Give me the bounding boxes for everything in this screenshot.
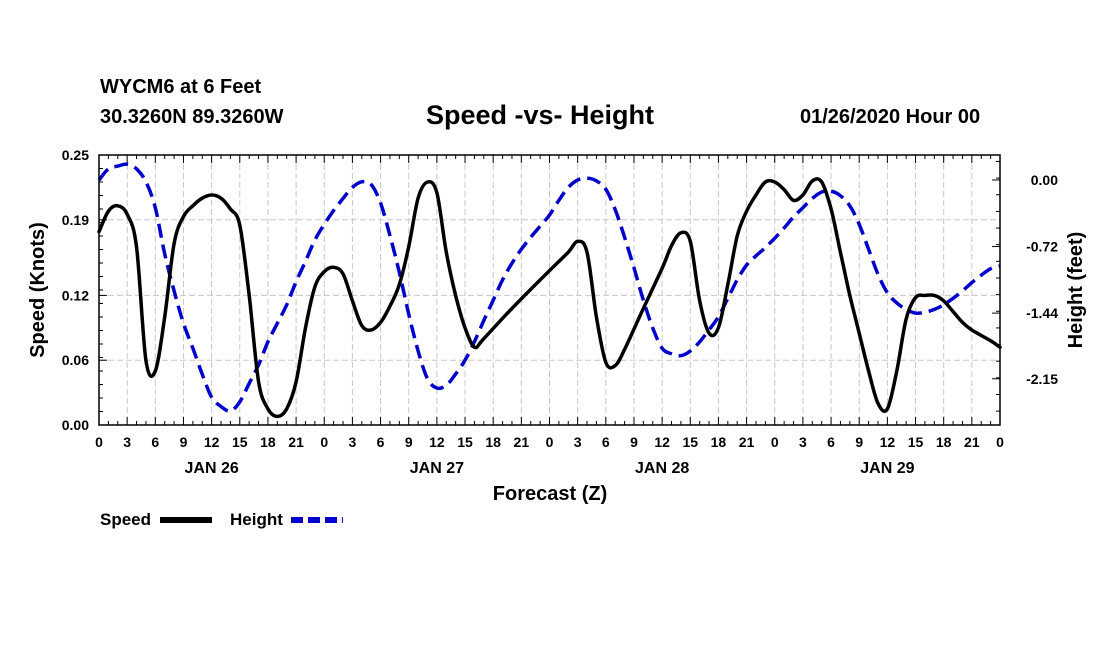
legend-speed-label: Speed — [100, 510, 151, 529]
x-tick-label: 12 — [204, 434, 220, 450]
series-speed-line — [97, 177, 1002, 419]
day-label: JAN 28 — [635, 460, 689, 477]
legend-height-label: Height — [230, 510, 283, 529]
x-tick-label: 9 — [630, 434, 638, 450]
y-axis-right-title: Height (feet) — [1065, 232, 1087, 349]
x-tick-label: 6 — [377, 434, 385, 450]
x-tick-label: 6 — [827, 434, 835, 450]
x-tick-label: 6 — [602, 434, 610, 450]
grid — [99, 155, 1000, 425]
x-tick-label: 0 — [320, 434, 328, 450]
x-tick-label: 21 — [964, 434, 980, 450]
x-tick-label: 9 — [855, 434, 863, 450]
y-left-tick-label: 0.19 — [62, 212, 89, 228]
y-left-tick-label: 0.06 — [62, 352, 89, 368]
tick-labels: 0 3 6 9 12 15 18 21 0 3 6 9 12 15 18 21 0 3 6 9 12 15 18 21 0 3 6 9… — [62, 147, 1058, 477]
x-tick-label: 21 — [288, 434, 304, 450]
day-label: JAN 26 — [185, 460, 239, 477]
x-tick-label: 0 — [771, 434, 779, 450]
day-label: JAN 27 — [410, 460, 464, 477]
y-left-tick-label: 0.00 — [62, 417, 89, 433]
chart-title: Speed -vs- Height — [426, 100, 655, 130]
station-label: WYCM6 at 6 Feet — [100, 76, 262, 98]
x-tick-label: 3 — [349, 434, 357, 450]
x-tick-label: 6 — [151, 434, 159, 450]
x-tick-label: 18 — [936, 434, 952, 450]
y-right-tick-label: -0.72 — [1026, 239, 1058, 255]
series-height-line — [97, 162, 1001, 413]
series-layer — [97, 162, 1002, 419]
x-tick-label: 3 — [123, 434, 131, 450]
x-tick-label: 0 — [95, 434, 103, 450]
x-tick-label: 0 — [546, 434, 554, 450]
x-tick-label: 21 — [514, 434, 530, 450]
x-axis-title: Forecast (Z) — [493, 483, 607, 505]
y-left-tick-label: 0.12 — [62, 287, 89, 303]
x-tick-label: 18 — [260, 434, 276, 450]
x-tick-label: 18 — [711, 434, 727, 450]
x-tick-label: 12 — [429, 434, 445, 450]
day-label: JAN 29 — [860, 460, 914, 477]
x-tick-label: 3 — [574, 434, 582, 450]
x-tick-label: 15 — [457, 434, 473, 450]
forecast-timestamp: 01/26/2020 Hour 00 — [800, 106, 981, 128]
y-left-tick-label: 0.25 — [62, 147, 89, 163]
x-tick-label: 0 — [996, 434, 1004, 450]
y-right-tick-label: 0.00 — [1031, 172, 1058, 188]
x-tick-label: 3 — [799, 434, 807, 450]
x-tick-label: 12 — [654, 434, 670, 450]
legend: Speed Height — [100, 510, 343, 529]
x-tick-label: 9 — [405, 434, 413, 450]
y-right-tick-label: -2.15 — [1026, 371, 1058, 387]
x-tick-label: 9 — [180, 434, 188, 450]
x-tick-label: 15 — [682, 434, 698, 450]
x-tick-label: 15 — [908, 434, 924, 450]
x-tick-label: 21 — [739, 434, 755, 450]
coordinates-label: 30.3260N 89.3260W — [100, 106, 284, 128]
x-tick-label: 18 — [485, 434, 501, 450]
x-tick-label: 12 — [880, 434, 896, 450]
y-axis-left-title: Speed (Knots) — [27, 222, 49, 358]
y-right-tick-label: -1.44 — [1026, 305, 1058, 321]
x-tick-label: 15 — [232, 434, 248, 450]
ticks — [98, 154, 1001, 426]
